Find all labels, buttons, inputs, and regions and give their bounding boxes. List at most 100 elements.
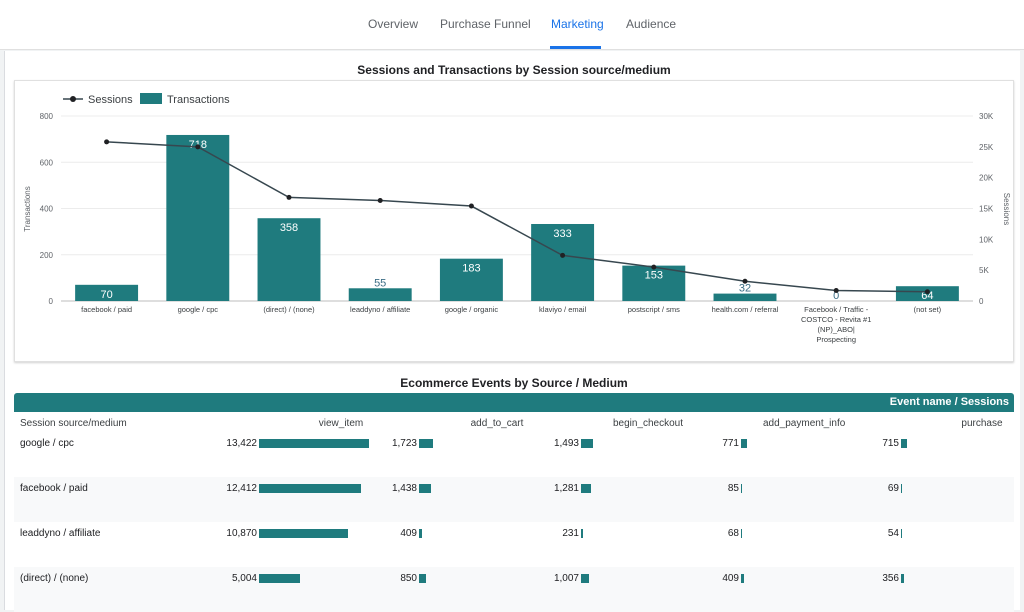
table-row[interactable]: (direct) / (none) 5,004 850 1,007 409 356: [14, 567, 1014, 612]
x-axis-tick-label: health.com / referral: [712, 305, 779, 314]
tab-purchase-funnel[interactable]: Purchase Funnel: [440, 17, 531, 31]
table-row[interactable]: google / cpc 13,422 1,723 1,493 771 715: [14, 432, 1014, 477]
row-dimension-header[interactable]: Session source/medium: [20, 418, 127, 429]
tab-marketing[interactable]: Marketing: [551, 17, 604, 31]
x-axis-tick-label: postscript / sms: [628, 305, 680, 314]
x-axis-tick-label: Prospecting: [816, 335, 856, 344]
sessions-point: [924, 289, 930, 295]
cell-value: 1,438: [391, 483, 417, 494]
bar-data-label: 32: [739, 283, 751, 295]
cell-data-bar: [741, 439, 747, 448]
combo-chart-card[interactable]: 0 200 400 600 800 0 5K 10K 15K 20K 25K 30K Transacti…: [14, 80, 1014, 362]
sessions-point: [651, 264, 657, 270]
y-right-tick-label: 30K: [979, 112, 994, 121]
cell-value: 68: [727, 528, 739, 539]
tab-audience[interactable]: Audience: [626, 17, 677, 31]
cell-data-bar: [741, 574, 744, 583]
transactions-bar: [348, 288, 412, 301]
y-left-tick-label: 0: [49, 297, 54, 306]
x-axis-tick-label: google / organic: [445, 305, 499, 314]
cell-value: 85: [727, 483, 739, 494]
column-header-view-item[interactable]: view_item: [318, 418, 364, 429]
cell-data-bar: [901, 439, 907, 448]
y-right-tick-label: 15K: [979, 205, 994, 214]
cell-data-bar: [741, 484, 742, 493]
legend-sessions-marker: [70, 96, 76, 102]
cell-data-bar: [259, 574, 300, 583]
sessions-point: [468, 203, 474, 209]
y-right-tick-label: 5K: [979, 266, 989, 275]
cell-value: 13,422: [226, 438, 257, 449]
legend-sessions-label: Sessions: [88, 94, 133, 106]
cell-value: 771: [722, 438, 739, 449]
table-header-bar: Event name / Sessions: [14, 393, 1014, 412]
cell-data-bar: [901, 574, 904, 583]
x-axis-tick-label: (not set): [914, 305, 942, 314]
x-axis-tick-label: COSTCO - Revita #1: [801, 315, 871, 324]
y-right-axis-label: Sessions: [1002, 193, 1011, 225]
table-row[interactable]: leaddyno / affiliate 10,870 409 231 68 54: [14, 522, 1014, 567]
legend-transactions-label: Transactions: [167, 94, 230, 106]
cell-value: 356: [882, 573, 899, 584]
row-source-medium: (direct) / (none): [20, 573, 89, 584]
cell-value: 409: [722, 573, 739, 584]
y-right-tick-label: 25K: [979, 143, 994, 152]
cell-value: 5,004: [231, 573, 257, 584]
column-header-add-to-cart[interactable]: add_to_cart: [470, 418, 524, 429]
y-left-axis-label: Transactions: [23, 186, 32, 232]
x-axis-tick-label: Facebook / Traffic -: [804, 305, 869, 314]
bar-data-label: 0: [833, 290, 839, 302]
bar-data-label: 358: [280, 222, 298, 234]
ecommerce-events-table: Event name / Sessions Session source/med…: [14, 393, 1014, 612]
cell-value: 715: [882, 438, 899, 449]
x-axis-tick-label: klaviyo / email: [539, 305, 586, 314]
cell-value: 10,870: [226, 528, 257, 539]
y-left-tick-label: 600: [40, 158, 54, 167]
sessions-point: [742, 278, 748, 284]
table-title: Ecommerce Events by Source / Medium: [400, 376, 628, 390]
cell-value: 409: [400, 528, 417, 539]
column-header-purchase[interactable]: purchase: [961, 418, 1003, 429]
transactions-bar: [257, 218, 321, 301]
y-left-tick-label: 800: [40, 112, 54, 121]
sessions-point: [833, 288, 839, 294]
cell-data-bar: [259, 529, 348, 538]
active-tab-indicator: [550, 46, 601, 49]
cell-data-bar: [259, 439, 369, 448]
cell-data-bar: [581, 439, 593, 448]
cell-value: 1,723: [391, 438, 417, 449]
tab-overview[interactable]: Overview: [368, 17, 419, 31]
sessions-point: [377, 197, 383, 203]
bar-data-label: 183: [462, 263, 480, 275]
x-axis-tick-label: (direct) / (none): [263, 305, 315, 314]
y-right-tick-label: 0: [979, 297, 984, 306]
sessions-line: [106, 141, 928, 293]
row-source-medium: facebook / paid: [20, 483, 88, 494]
sessions-point: [195, 144, 201, 150]
sessions-point: [286, 194, 292, 200]
page-scrollbar-track[interactable]: [1020, 51, 1024, 610]
transactions-bar: [439, 258, 503, 301]
legend-transactions-swatch: [140, 93, 162, 104]
table-row[interactable]: facebook / paid 12,412 1,438 1,281 85 69: [14, 477, 1014, 522]
chart-title: Sessions and Transactions by Session sou…: [357, 63, 671, 77]
column-header-add-payment-info[interactable]: add_payment_info: [763, 418, 846, 429]
transactions-bar: [166, 134, 230, 301]
y-right-tick-label: 20K: [979, 174, 994, 183]
column-header-begin-checkout[interactable]: begin_checkout: [612, 418, 684, 429]
y-right-tick-label: 10K: [979, 235, 994, 244]
bar-data-label: 153: [645, 270, 663, 282]
bar-data-label: 55: [374, 277, 386, 289]
cell-data-bar: [741, 529, 742, 538]
cell-data-bar: [419, 484, 431, 493]
y-left-tick-label: 400: [40, 205, 54, 214]
bar-data-label: 64: [921, 290, 933, 302]
cell-value: 850: [400, 573, 417, 584]
transactions-bar: [75, 284, 139, 301]
top-navigation: Overview Purchase Funnel Marketing Audie…: [0, 0, 1024, 50]
pivot-header-label: Event name / Sessions: [889, 396, 1009, 408]
x-axis-tick-label: google / cpc: [178, 305, 219, 314]
cell-value: 231: [562, 528, 579, 539]
cell-data-bar: [419, 574, 426, 583]
